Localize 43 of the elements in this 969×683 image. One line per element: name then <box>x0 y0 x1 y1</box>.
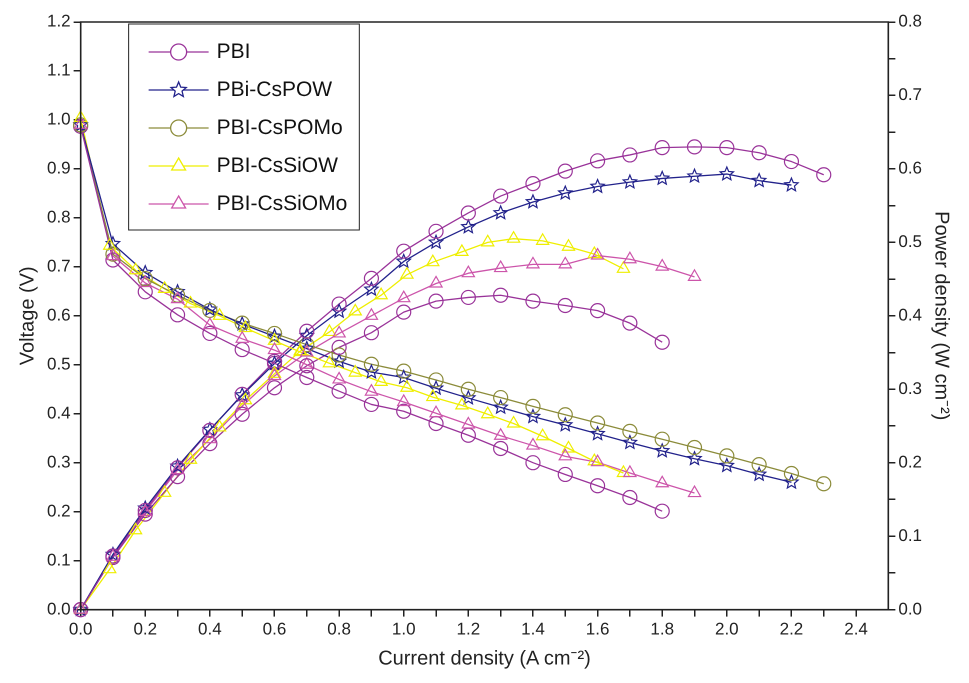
y-tick-label: 0.9 <box>46 158 71 178</box>
y-tick-label: 0.5 <box>46 354 71 374</box>
y2-tick-label: 0.1 <box>898 526 922 545</box>
x-tick-label: 0.0 <box>68 619 92 638</box>
legend-label: PBi-CsPOW <box>216 78 332 101</box>
y-tick-label: 0.3 <box>46 452 71 472</box>
x-tick-label: 1.6 <box>586 619 610 638</box>
x-tick-label: 0.6 <box>262 619 286 638</box>
y-tick-label: 1.0 <box>46 110 71 129</box>
y-tick-label: 1.1 <box>46 60 71 80</box>
y2-axis-title: Power density (W cm⁻²) <box>930 211 952 420</box>
x-tick-label: 1.8 <box>650 619 674 638</box>
x-tick-label: 1.2 <box>456 619 480 638</box>
x-axis-title: Current density (A cm⁻²) <box>378 648 591 670</box>
y2-tick-label: 0.8 <box>898 12 922 31</box>
x-tick-label: 2.4 <box>844 619 868 638</box>
x-tick-label: 2.2 <box>780 619 804 638</box>
y2-tick-label: 0.2 <box>898 452 922 472</box>
x-tick-label: 0.4 <box>198 619 222 638</box>
y-tick-label: 1.2 <box>46 12 71 31</box>
x-tick-label: 1.0 <box>392 619 416 638</box>
y2-tick-label: 0.0 <box>898 599 922 618</box>
y-tick-label: 0.0 <box>46 599 71 618</box>
legend-label: PBI-CsPOMo <box>216 116 343 139</box>
y-tick-label: 0.2 <box>46 501 71 520</box>
y-tick-label: 0.7 <box>46 256 71 276</box>
y2-tick-label: 0.6 <box>898 158 922 178</box>
legend-label: PBI-CsSiOW <box>216 154 338 177</box>
y2-tick-label: 0.4 <box>898 305 922 324</box>
x-tick-label: 0.2 <box>133 619 158 638</box>
x-tick-label: 2.0 <box>715 619 739 638</box>
y-tick-label: 0.4 <box>46 403 71 422</box>
y-tick-label: 0.8 <box>46 208 71 227</box>
y-tick-label: 0.1 <box>46 550 71 570</box>
y2-tick-label: 0.7 <box>898 85 922 104</box>
y-axis-title: Voltage (V) <box>16 266 39 366</box>
x-tick-label: 1.4 <box>521 619 545 638</box>
legend-label: PBI-CsSiOMo <box>216 192 348 215</box>
x-tick-label: 0.8 <box>327 619 351 638</box>
y2-tick-label: 0.5 <box>898 232 922 252</box>
legend-label: PBI <box>216 40 250 63</box>
y-tick-label: 0.6 <box>46 305 71 324</box>
y2-tick-label: 0.3 <box>898 378 922 398</box>
